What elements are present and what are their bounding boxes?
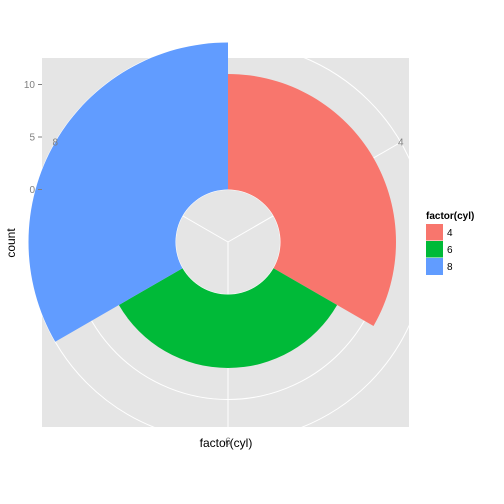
x-axis-title: factor(cyl) [200, 436, 253, 450]
y-tick-label: 10 [24, 80, 36, 91]
legend-label: 4 [447, 228, 453, 239]
legend-key-cyl-8 [426, 258, 443, 275]
x-tick-label: 4 [398, 137, 404, 148]
legend-key-cyl-4 [426, 224, 443, 241]
legend-title: factor(cyl) [426, 211, 474, 222]
legend-label: 6 [447, 245, 453, 256]
y-axis-title: count [4, 228, 18, 258]
x-tick-label: 8 [52, 137, 58, 148]
legend-label: 8 [447, 262, 453, 273]
legend-key-cyl-6 [426, 241, 443, 258]
legend: factor(cyl) 4 6 8 [426, 211, 474, 275]
y-tick-label: 5 [29, 133, 35, 144]
y-tick-label: 0 [29, 185, 35, 196]
